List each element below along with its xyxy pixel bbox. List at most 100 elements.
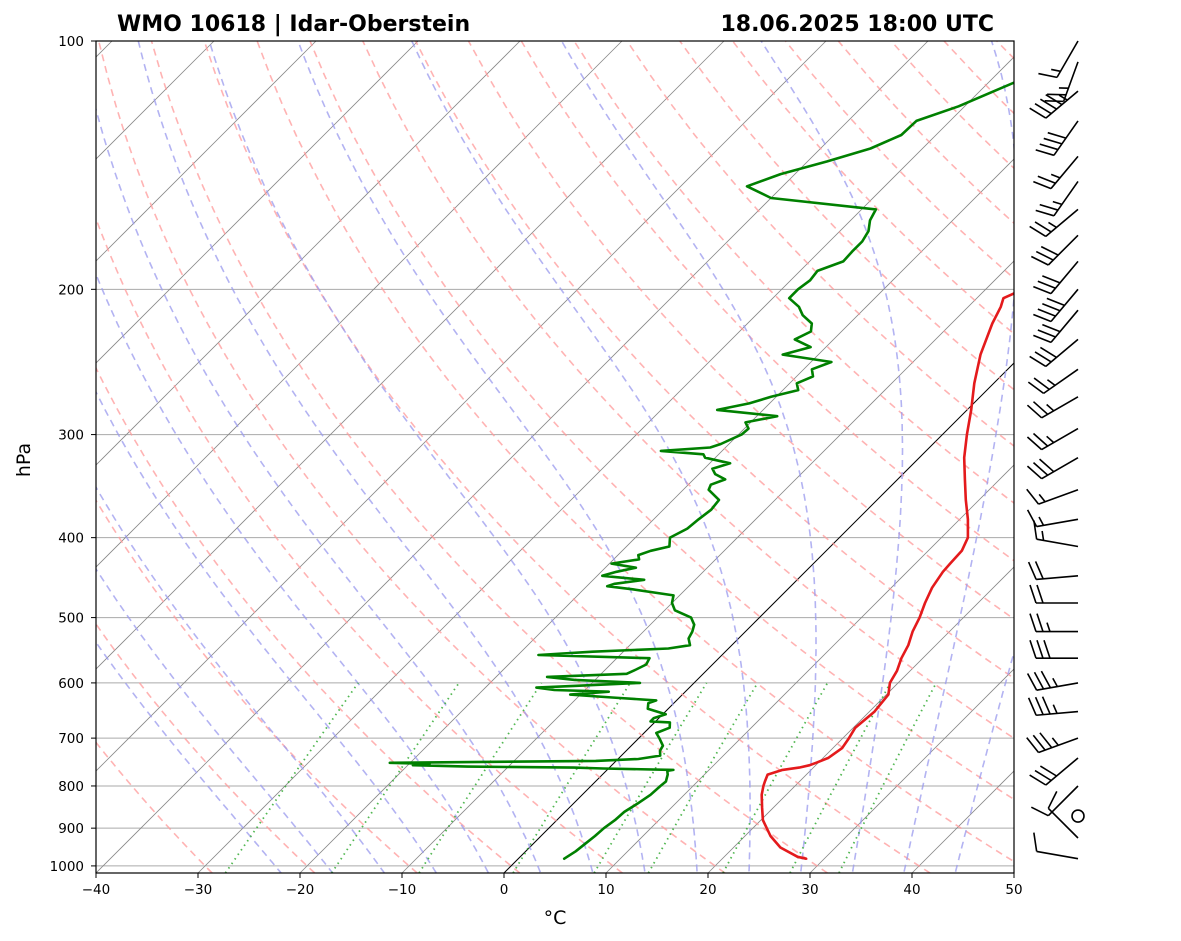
y-tick-label: 100: [58, 34, 84, 50]
moist-adiabat-line: [208, 41, 646, 873]
wind-barb-flag: [1026, 673, 1038, 691]
wind-barb: [1026, 509, 1079, 528]
wind-barb-shaft: [1036, 850, 1079, 860]
wind-barb-half-flag: [1046, 379, 1056, 387]
thermo-lines: [0, 41, 1181, 873]
isotherm-line: [605, 464, 1014, 873]
wind-barb: [1033, 832, 1079, 860]
y-tick-label: 700: [58, 731, 84, 747]
wind-barb-shaft: [1043, 368, 1079, 395]
x-tick-label: 0: [500, 882, 509, 898]
wind-barb-flag: [1045, 93, 1063, 106]
wind-barb-shaft: [1036, 575, 1079, 581]
calm-wind-circle: [1071, 809, 1085, 823]
isotherm-line: [0, 41, 10, 873]
dry-adiabat-line: [256, 41, 1014, 863]
wind-barb-shaft: [1050, 260, 1079, 295]
wind-barb-flag: [1033, 285, 1052, 295]
moist-adiabat-line: [903, 41, 1014, 873]
wind-barb-flag: [1033, 377, 1050, 391]
wind-barb: [1026, 457, 1079, 480]
mixing-ratio-line: [722, 682, 829, 873]
wind-barb-flag: [1030, 255, 1049, 266]
y-tick-label: 500: [58, 611, 84, 627]
wind-barb-flag: [1042, 303, 1061, 312]
wind-barb-shaft: [1056, 40, 1079, 78]
x-tick-label: 50: [1005, 882, 1022, 898]
wind-barb-flag: [1034, 561, 1044, 580]
wind-barb: [1029, 584, 1078, 604]
wind-barb-half-flag: [1038, 493, 1046, 503]
isotherm-line: [197, 56, 1014, 873]
isotherm-line: [401, 260, 1014, 873]
dry-adiabat-line: [1103, 41, 1181, 873]
wind-barb: [1030, 785, 1079, 817]
wind-barb: [1026, 427, 1079, 451]
wind-barb: [1029, 338, 1079, 368]
dry-adiabat-line: [837, 41, 1014, 225]
wind-barb-flag: [1039, 732, 1053, 749]
wind-barb-half-flag: [1051, 68, 1061, 73]
wind-barb-shaft: [1036, 710, 1079, 717]
x-tick-label: −20: [286, 882, 315, 898]
x-tick-label: 20: [699, 882, 716, 898]
wind-barb-half-flag: [1051, 737, 1059, 746]
wind-barb-flag: [1034, 102, 1052, 115]
wind-barb-half-flag: [1052, 200, 1063, 206]
isotherm-line: [96, 41, 929, 873]
wind-barb-flag: [1026, 465, 1043, 480]
wind-barb-flag: [1032, 462, 1049, 476]
isotherm-line: [96, 41, 317, 262]
wind-barb-shaft: [1047, 785, 1079, 817]
isotherm-line: [707, 566, 1014, 873]
dry-adiabat-line: [96, 622, 316, 873]
wind-barb-flag: [1026, 509, 1038, 527]
x-tick-label: 30: [801, 882, 818, 898]
wind-barb-flag: [1043, 639, 1051, 659]
wind-barb-flag: [1036, 613, 1044, 632]
wind-barb-flag: [1046, 297, 1065, 307]
y-tick-label: 800: [58, 779, 84, 795]
wind-barb-flag: [1032, 734, 1046, 751]
dry-adiabat-line: [96, 366, 521, 873]
moist-adiabat-line: [96, 640, 283, 873]
wind-barb-shaft: [1045, 90, 1079, 119]
wind-barb-shaft: [1045, 338, 1079, 368]
wind-barb: [1027, 696, 1079, 717]
wind-barb-flag: [1043, 137, 1063, 145]
mixing-ratio-line: [593, 682, 708, 873]
dry-adiabat-line: [996, 41, 1014, 60]
y-tick-label: 300: [58, 428, 84, 444]
wind-barb-flag: [1029, 107, 1047, 119]
wind-barb: [1026, 488, 1079, 505]
wind-barb-flag: [1026, 488, 1040, 505]
wind-barb-half-flag: [1048, 221, 1057, 229]
wind-barb-flag: [1047, 790, 1058, 809]
wind-barb-flag: [1034, 696, 1044, 715]
wind-barb-flag: [1047, 93, 1067, 96]
y-tick-label: 1000: [50, 859, 84, 875]
mixing-ratio-line: [330, 682, 460, 873]
temperature-profile-line: [760, 292, 1014, 860]
mixing-ratio-line: [838, 682, 937, 873]
wind-barb-half-flag: [1050, 173, 1061, 179]
x-tick-label: 40: [903, 882, 920, 898]
dry-adiabat-line: [467, 41, 1014, 621]
dry-adiabat-line: [626, 41, 1014, 448]
wind-barb-flag: [1037, 308, 1056, 317]
wind-barb: [1029, 757, 1079, 786]
wind-barb: [1038, 40, 1079, 79]
isotherm-line: [96, 41, 623, 568]
y-tick-label: 200: [58, 282, 84, 298]
wind-barb-flag: [1033, 832, 1038, 852]
wind-barb: [1026, 670, 1079, 691]
isotherm-line: [1013, 872, 1014, 873]
dry-adiabat-line: [943, 41, 1014, 115]
wind-barbs: [1026, 40, 1085, 860]
isotherm-line: [96, 41, 419, 364]
wind-barb-half-flag: [1052, 677, 1059, 687]
wind-barb-flag: [1038, 72, 1058, 79]
wind-barb-flag: [1039, 458, 1055, 473]
x-tick-label: 10: [597, 882, 614, 898]
wind-barb: [1035, 180, 1079, 217]
